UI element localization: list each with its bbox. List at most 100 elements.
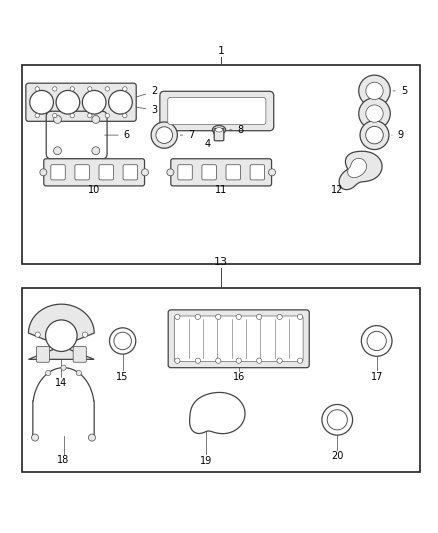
Circle shape xyxy=(195,314,201,319)
Polygon shape xyxy=(339,151,382,190)
Text: 8: 8 xyxy=(230,125,244,135)
Circle shape xyxy=(359,75,390,107)
FancyBboxPatch shape xyxy=(160,91,274,131)
Circle shape xyxy=(151,122,177,148)
Polygon shape xyxy=(348,158,367,177)
Text: 16: 16 xyxy=(233,373,245,383)
Circle shape xyxy=(366,82,383,100)
Circle shape xyxy=(35,114,39,118)
Text: 3: 3 xyxy=(136,105,157,115)
Circle shape xyxy=(35,87,39,91)
Text: 17: 17 xyxy=(371,372,383,382)
Circle shape xyxy=(53,147,61,155)
FancyBboxPatch shape xyxy=(202,165,216,180)
Circle shape xyxy=(359,98,390,130)
Circle shape xyxy=(88,434,95,441)
Circle shape xyxy=(70,87,74,91)
Circle shape xyxy=(322,405,353,435)
Circle shape xyxy=(236,358,241,364)
Circle shape xyxy=(367,332,386,351)
Text: 11: 11 xyxy=(215,185,227,196)
Bar xyxy=(22,288,420,472)
Circle shape xyxy=(175,358,180,364)
Circle shape xyxy=(366,105,383,122)
Circle shape xyxy=(53,116,61,124)
Text: 15: 15 xyxy=(117,372,129,382)
Text: 18: 18 xyxy=(57,455,70,465)
FancyBboxPatch shape xyxy=(168,310,309,368)
Circle shape xyxy=(141,169,148,176)
Circle shape xyxy=(40,169,47,176)
Circle shape xyxy=(61,365,66,370)
Text: 4: 4 xyxy=(205,129,215,149)
FancyBboxPatch shape xyxy=(250,165,265,180)
FancyBboxPatch shape xyxy=(44,159,145,186)
Circle shape xyxy=(32,434,39,441)
Polygon shape xyxy=(28,304,94,359)
Circle shape xyxy=(195,358,201,364)
Bar xyxy=(22,65,420,264)
FancyBboxPatch shape xyxy=(123,165,138,180)
Ellipse shape xyxy=(215,128,223,132)
Circle shape xyxy=(70,114,74,118)
FancyBboxPatch shape xyxy=(171,159,272,186)
Circle shape xyxy=(82,91,106,114)
Circle shape xyxy=(327,410,347,430)
Text: 5: 5 xyxy=(393,86,407,96)
Circle shape xyxy=(297,358,303,364)
Circle shape xyxy=(236,314,241,319)
Circle shape xyxy=(82,332,88,337)
Circle shape xyxy=(76,370,81,376)
Text: 20: 20 xyxy=(331,451,343,462)
Circle shape xyxy=(268,169,276,176)
Circle shape xyxy=(35,332,40,337)
Text: 13: 13 xyxy=(214,257,228,267)
Circle shape xyxy=(297,314,303,319)
Circle shape xyxy=(114,332,131,350)
Text: 2: 2 xyxy=(136,86,157,97)
FancyBboxPatch shape xyxy=(26,83,136,122)
Circle shape xyxy=(110,328,136,354)
Circle shape xyxy=(175,314,180,319)
Circle shape xyxy=(105,87,110,91)
Circle shape xyxy=(53,87,57,91)
FancyBboxPatch shape xyxy=(178,165,192,180)
FancyBboxPatch shape xyxy=(174,316,303,361)
FancyBboxPatch shape xyxy=(168,98,266,125)
Circle shape xyxy=(366,126,383,144)
Circle shape xyxy=(92,116,100,124)
FancyBboxPatch shape xyxy=(99,165,113,180)
Text: 19: 19 xyxy=(200,456,212,466)
FancyBboxPatch shape xyxy=(75,165,89,180)
Circle shape xyxy=(88,114,92,118)
Circle shape xyxy=(53,114,57,118)
Circle shape xyxy=(92,147,100,155)
Circle shape xyxy=(46,370,51,376)
Circle shape xyxy=(361,326,392,356)
Circle shape xyxy=(109,91,132,114)
Circle shape xyxy=(215,358,221,364)
Text: 9: 9 xyxy=(392,130,404,140)
Text: 7: 7 xyxy=(180,130,194,140)
Circle shape xyxy=(123,114,127,118)
Circle shape xyxy=(105,114,110,118)
Circle shape xyxy=(360,120,389,150)
Circle shape xyxy=(167,169,174,176)
Circle shape xyxy=(88,87,92,91)
Circle shape xyxy=(30,91,53,114)
Text: 12: 12 xyxy=(331,185,343,196)
FancyBboxPatch shape xyxy=(51,165,65,180)
FancyBboxPatch shape xyxy=(36,346,49,362)
Ellipse shape xyxy=(212,125,226,134)
Circle shape xyxy=(46,320,77,351)
Circle shape xyxy=(156,127,173,143)
Circle shape xyxy=(277,314,282,319)
FancyBboxPatch shape xyxy=(73,346,86,362)
Text: 6: 6 xyxy=(105,130,130,140)
Circle shape xyxy=(257,358,262,364)
Circle shape xyxy=(56,91,80,114)
FancyBboxPatch shape xyxy=(214,128,224,141)
Circle shape xyxy=(277,358,282,364)
Text: 10: 10 xyxy=(88,185,100,196)
Text: 14: 14 xyxy=(55,378,67,388)
